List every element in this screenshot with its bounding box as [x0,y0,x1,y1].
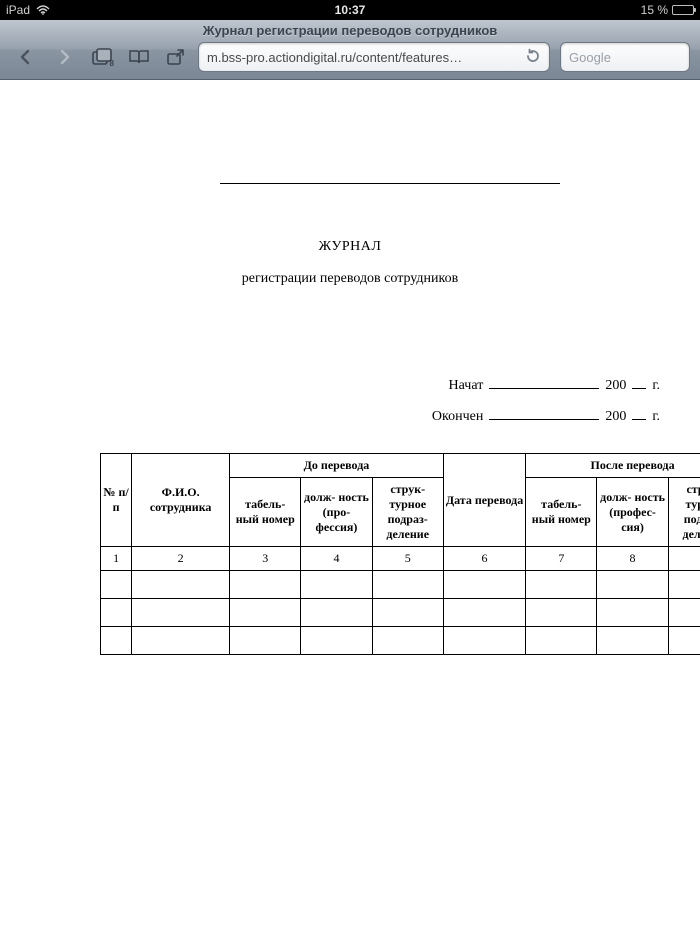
ended-line [489,408,599,420]
started-line [489,377,599,389]
address-bar[interactable]: m.bss-pro.actiondigital.ru/content/featu… [198,42,550,72]
table-row [101,599,700,627]
th-before-1: табель- ный номер [230,478,301,547]
started-year-suffix: г. [652,378,660,394]
tabs-icon[interactable]: 8 [90,44,116,70]
table-row [101,571,700,599]
colnum-8: 8 [597,547,668,571]
ended-label: Окончен [432,409,483,425]
tabs-count: 8 [110,59,114,68]
started-label: Начат [449,378,484,394]
doc-title: ЖУРНАЛ [100,239,600,255]
th-before: До перевода [230,454,444,478]
colnum-2: 2 [132,547,230,571]
org-name-line [220,170,560,184]
th-after-3: струк- турное подраз- деление [668,478,700,547]
colnum-6: 6 [443,547,525,571]
forward-button[interactable] [50,42,80,72]
ended-year-line [632,408,646,420]
address-text: m.bss-pro.actiondigital.ru/content/featu… [207,50,462,65]
colnum-1: 1 [101,547,132,571]
th-date: Дата перевода [443,454,525,547]
started-year-line [632,377,646,389]
colnum-9: 9 [668,547,700,571]
search-placeholder: Google [569,50,611,65]
colnum-3: 3 [230,547,301,571]
started-year-prefix: 200 [605,378,626,394]
th-fio: Ф.И.О. сотрудника [132,454,230,547]
doc-subtitle: регистрации переводов сотрудников [100,271,600,287]
safari-toolbar: Журнал регистрации переводов сотрудников… [0,20,700,80]
share-icon[interactable] [162,44,188,70]
ended-year-prefix: 200 [605,409,626,425]
clock: 10:37 [0,3,700,17]
th-after: После перевода [526,454,700,478]
ended-year-suffix: г. [652,409,660,425]
table-row [101,627,700,655]
search-field[interactable]: Google [560,42,690,72]
document: ЖУРНАЛ регистрации переводов сотрудников… [0,80,700,655]
th-before-3: струк- турное подраз- деление [372,478,443,547]
back-button[interactable] [10,42,40,72]
colnum-5: 5 [372,547,443,571]
reload-icon[interactable] [525,48,541,67]
ios-status-bar: iPad 10:37 15 % [0,0,700,20]
th-after-1: табель- ный номер [526,478,597,547]
page-viewport[interactable]: ЖУРНАЛ регистрации переводов сотрудников… [0,80,700,938]
th-before-2: долж- ность (про- фессия) [301,478,372,547]
colnum-4: 4 [301,547,372,571]
bookmarks-icon[interactable] [126,44,152,70]
colnum-7: 7 [526,547,597,571]
page-title: Журнал регистрации переводов сотрудников [0,20,700,38]
th-n: № п/п [101,454,132,547]
battery-icon [672,5,694,15]
date-block: Начат 200 г. Окончен 200 г. [100,377,660,425]
th-after-2: долж- ность (профес- сия) [597,478,668,547]
registration-table: № п/п Ф.И.О. сотрудника До перевода Дата… [100,453,700,655]
